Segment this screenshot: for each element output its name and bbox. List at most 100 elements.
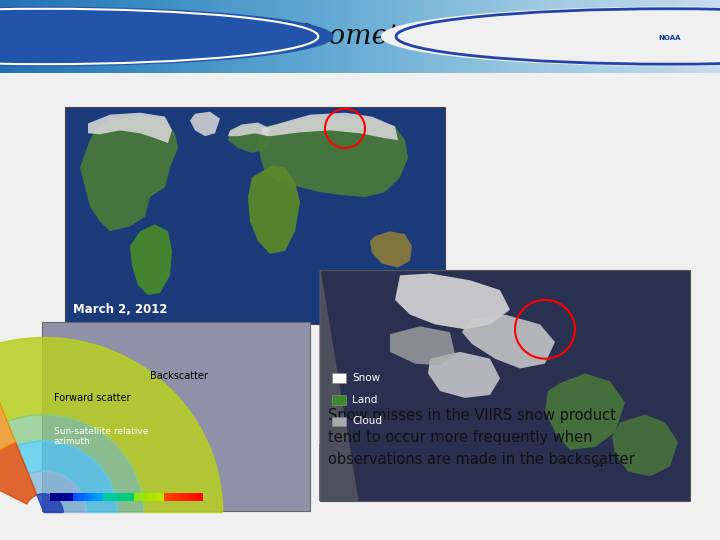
FancyBboxPatch shape bbox=[108, 493, 112, 501]
FancyBboxPatch shape bbox=[53, 493, 55, 501]
FancyBboxPatch shape bbox=[184, 493, 187, 501]
Text: March 2, 2012: March 2, 2012 bbox=[73, 302, 168, 316]
Polygon shape bbox=[428, 352, 500, 398]
Polygon shape bbox=[228, 123, 270, 136]
FancyBboxPatch shape bbox=[186, 493, 190, 501]
FancyBboxPatch shape bbox=[174, 493, 177, 501]
FancyBboxPatch shape bbox=[101, 493, 104, 501]
FancyBboxPatch shape bbox=[73, 493, 76, 501]
FancyBboxPatch shape bbox=[171, 493, 175, 501]
Text: observations are made in the backscatter: observations are made in the backscatter bbox=[328, 451, 635, 467]
FancyBboxPatch shape bbox=[50, 493, 53, 501]
FancyBboxPatch shape bbox=[81, 493, 84, 501]
FancyBboxPatch shape bbox=[63, 493, 66, 501]
Text: tend to occur more frequently when: tend to occur more frequently when bbox=[328, 430, 593, 445]
FancyBboxPatch shape bbox=[136, 493, 139, 501]
FancyBboxPatch shape bbox=[111, 493, 114, 501]
Polygon shape bbox=[17, 441, 117, 512]
Polygon shape bbox=[7, 415, 144, 512]
FancyBboxPatch shape bbox=[106, 493, 109, 501]
Polygon shape bbox=[80, 117, 178, 231]
FancyBboxPatch shape bbox=[139, 493, 142, 501]
FancyBboxPatch shape bbox=[159, 493, 162, 501]
Polygon shape bbox=[612, 415, 678, 476]
Text: Snow misses in the VIIRS snow product: Snow misses in the VIIRS snow product bbox=[328, 408, 616, 423]
Text: Cloud: Cloud bbox=[352, 416, 382, 426]
FancyBboxPatch shape bbox=[320, 271, 690, 501]
FancyBboxPatch shape bbox=[179, 493, 182, 501]
FancyBboxPatch shape bbox=[42, 322, 310, 511]
FancyBboxPatch shape bbox=[146, 493, 149, 501]
FancyBboxPatch shape bbox=[116, 493, 119, 501]
Polygon shape bbox=[130, 225, 172, 295]
FancyBboxPatch shape bbox=[141, 493, 144, 501]
FancyBboxPatch shape bbox=[96, 493, 99, 501]
FancyBboxPatch shape bbox=[149, 493, 152, 501]
Text: Sun-satellite relative
azimuth: Sun-satellite relative azimuth bbox=[54, 427, 148, 446]
FancyBboxPatch shape bbox=[123, 493, 127, 501]
Polygon shape bbox=[262, 113, 398, 140]
FancyBboxPatch shape bbox=[68, 493, 71, 501]
FancyBboxPatch shape bbox=[166, 493, 170, 501]
FancyBboxPatch shape bbox=[88, 493, 91, 501]
FancyBboxPatch shape bbox=[78, 493, 81, 501]
Polygon shape bbox=[0, 399, 16, 478]
FancyBboxPatch shape bbox=[76, 493, 78, 501]
FancyBboxPatch shape bbox=[161, 493, 164, 501]
FancyBboxPatch shape bbox=[144, 493, 147, 501]
FancyBboxPatch shape bbox=[181, 493, 185, 501]
Polygon shape bbox=[190, 112, 220, 136]
Polygon shape bbox=[370, 231, 412, 267]
FancyBboxPatch shape bbox=[126, 493, 129, 501]
Text: Observation Geometry Effects (1/2): Observation Geometry Effects (1/2) bbox=[110, 23, 610, 50]
Polygon shape bbox=[248, 166, 300, 254]
Text: Land: Land bbox=[352, 395, 377, 405]
Circle shape bbox=[0, 7, 333, 65]
FancyBboxPatch shape bbox=[169, 493, 172, 501]
Polygon shape bbox=[545, 373, 625, 450]
FancyBboxPatch shape bbox=[134, 493, 137, 501]
Circle shape bbox=[382, 7, 720, 65]
Polygon shape bbox=[0, 338, 222, 512]
FancyBboxPatch shape bbox=[131, 493, 134, 501]
FancyBboxPatch shape bbox=[71, 493, 73, 501]
FancyBboxPatch shape bbox=[93, 493, 96, 501]
FancyBboxPatch shape bbox=[55, 493, 58, 501]
Polygon shape bbox=[29, 471, 86, 512]
FancyBboxPatch shape bbox=[164, 493, 167, 501]
FancyBboxPatch shape bbox=[113, 493, 117, 501]
Polygon shape bbox=[258, 117, 408, 197]
Text: 34: 34 bbox=[592, 460, 603, 469]
FancyBboxPatch shape bbox=[176, 493, 180, 501]
FancyBboxPatch shape bbox=[103, 493, 107, 501]
FancyBboxPatch shape bbox=[118, 493, 122, 501]
Text: Forward scatter: Forward scatter bbox=[54, 393, 130, 403]
FancyBboxPatch shape bbox=[60, 493, 63, 501]
Polygon shape bbox=[390, 326, 455, 366]
Text: Backscatter: Backscatter bbox=[150, 372, 208, 381]
Polygon shape bbox=[462, 315, 555, 368]
FancyBboxPatch shape bbox=[197, 493, 200, 501]
FancyBboxPatch shape bbox=[129, 493, 132, 501]
FancyBboxPatch shape bbox=[91, 493, 94, 501]
Polygon shape bbox=[88, 113, 172, 143]
Polygon shape bbox=[37, 494, 63, 512]
FancyBboxPatch shape bbox=[66, 493, 68, 501]
FancyBboxPatch shape bbox=[98, 493, 102, 501]
FancyBboxPatch shape bbox=[151, 493, 154, 501]
Text: Snow: Snow bbox=[352, 373, 380, 383]
FancyBboxPatch shape bbox=[189, 493, 192, 501]
Polygon shape bbox=[395, 273, 510, 329]
FancyBboxPatch shape bbox=[194, 493, 197, 501]
FancyBboxPatch shape bbox=[332, 395, 346, 404]
Text: NOAA: NOAA bbox=[658, 35, 681, 41]
FancyBboxPatch shape bbox=[121, 493, 124, 501]
Polygon shape bbox=[320, 271, 358, 501]
FancyBboxPatch shape bbox=[154, 493, 157, 501]
Polygon shape bbox=[0, 443, 37, 504]
FancyBboxPatch shape bbox=[156, 493, 159, 501]
FancyBboxPatch shape bbox=[86, 493, 89, 501]
Polygon shape bbox=[228, 124, 272, 153]
FancyBboxPatch shape bbox=[332, 416, 346, 426]
FancyBboxPatch shape bbox=[83, 493, 86, 501]
